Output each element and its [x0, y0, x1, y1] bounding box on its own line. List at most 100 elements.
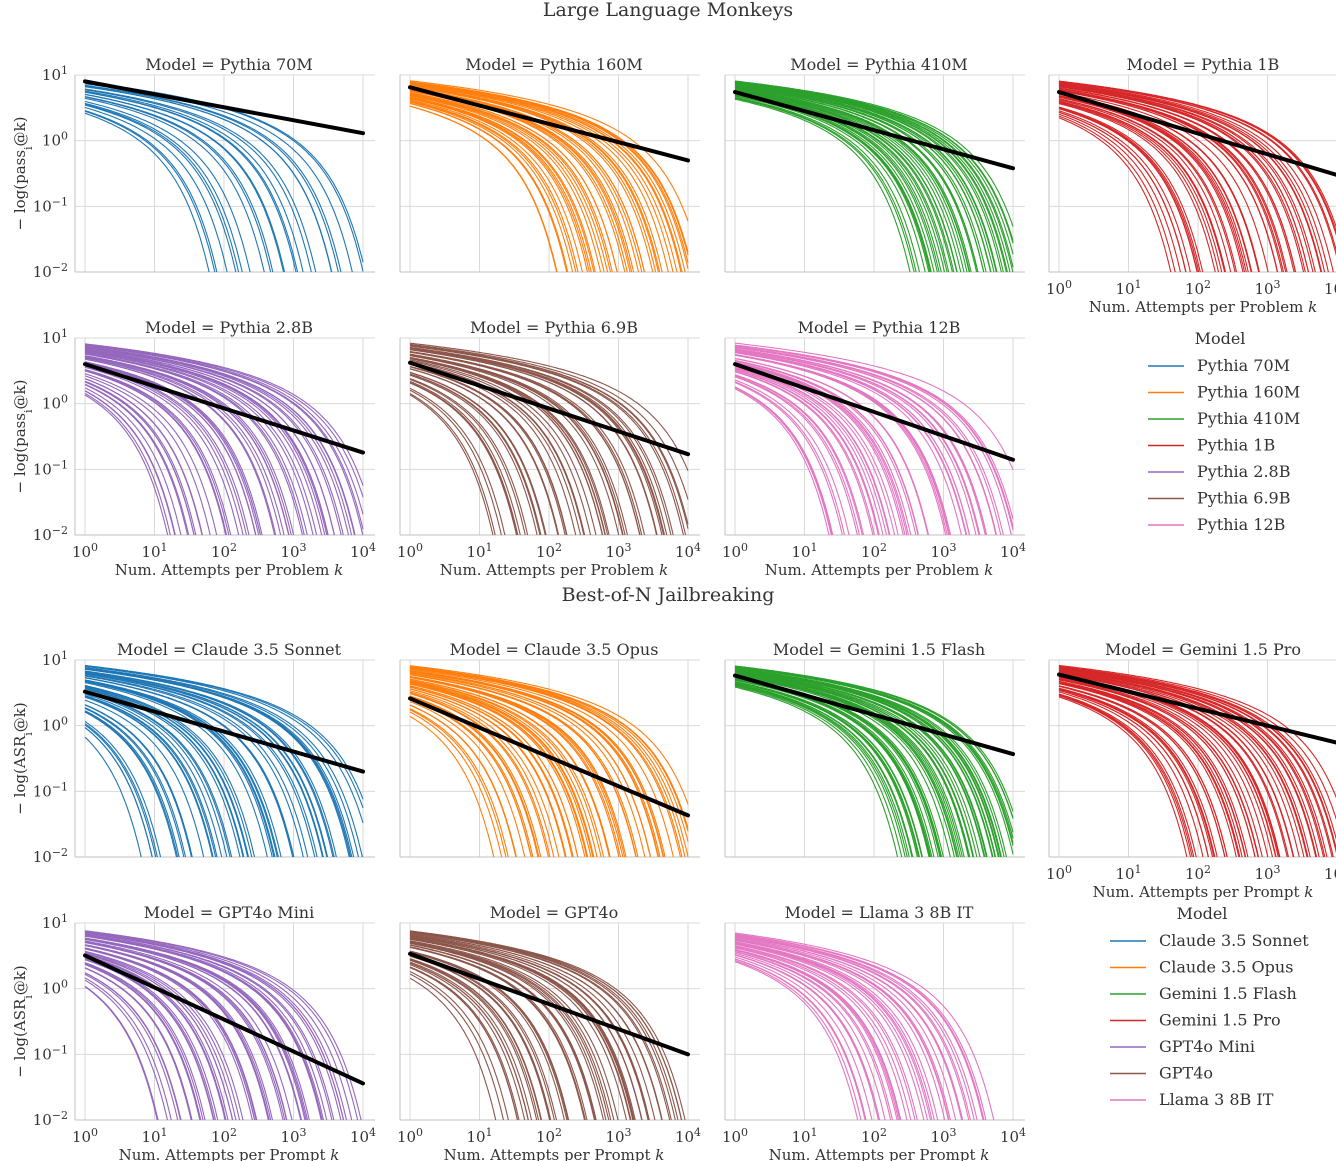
problem-curve	[409, 942, 605, 1120]
legend-entry-label: Pythia 70M	[1197, 356, 1290, 375]
problem-curve	[409, 355, 620, 535]
panel: Model = GPT4o Mini 101 100 10−1 10−2 − log(AS…	[11, 903, 376, 1161]
problem-curve	[409, 394, 494, 535]
y-tick-label: 10−1	[33, 195, 68, 216]
problem-curve	[734, 945, 918, 1120]
problem-curve	[84, 680, 276, 857]
problem-curve	[1058, 83, 1329, 272]
y-tick-label: 10−1	[33, 458, 68, 479]
problem-curve	[1058, 85, 1314, 272]
problem-curve	[409, 933, 663, 1120]
x-tick-label: 100	[1046, 863, 1072, 884]
problem-curve	[84, 677, 294, 857]
problem-curve	[409, 938, 627, 1120]
problem-curve	[734, 368, 884, 535]
problem-curve	[409, 678, 611, 857]
problem-curve	[409, 380, 521, 535]
problem-curve	[84, 673, 316, 857]
problem-curve	[84, 667, 359, 857]
problem-curve	[734, 367, 888, 535]
problem-curve	[84, 934, 333, 1120]
problem-curve	[1058, 117, 1172, 272]
panel: Model = Pythia 1B 100 101 102 103 104 Num. Att…	[1046, 55, 1336, 316]
x-tick-label: 104	[350, 541, 376, 562]
problem-curve	[409, 685, 579, 857]
problem-curve	[1058, 81, 1336, 257]
problem-curve	[1058, 92, 1269, 272]
problem-curve	[1058, 680, 1249, 857]
problem-curve	[84, 710, 180, 857]
problem-curve	[84, 344, 364, 515]
problem-curve	[734, 668, 999, 857]
problem-curve	[409, 344, 689, 529]
problem-curve	[409, 683, 586, 857]
problem-curve	[409, 971, 509, 1120]
problem-curve	[409, 704, 517, 857]
legend-entry-label: Claude 3.5 Sonnet	[1159, 931, 1309, 950]
problem-curve	[734, 352, 962, 535]
problem-curve	[84, 972, 182, 1120]
problem-curve	[734, 388, 830, 535]
problem-curve	[409, 377, 529, 535]
problem-curve	[84, 723, 158, 857]
y-tick-label: 101	[42, 649, 68, 670]
problem-curve	[409, 686, 574, 857]
problem-curve	[409, 97, 590, 272]
problem-curve	[409, 934, 656, 1120]
problem-curve	[734, 353, 952, 535]
x-tick-label: 100	[397, 1126, 423, 1147]
problem-curve	[409, 98, 588, 272]
problem-curve	[409, 92, 618, 272]
problem-curve	[409, 82, 683, 272]
problem-curve	[1058, 107, 1200, 272]
problem-curve	[1058, 99, 1232, 272]
problem-curve	[409, 393, 496, 535]
problem-curve	[84, 362, 257, 535]
panel-title: Model = Pythia 1B	[1127, 55, 1280, 74]
x-tick-label: 100	[397, 541, 423, 562]
legend-title: Model	[1195, 329, 1246, 348]
problem-curve	[84, 95, 274, 272]
problem-curve	[734, 370, 875, 535]
legend-entry-label: Pythia 12B	[1197, 515, 1285, 534]
x-tick-label: 104	[1324, 863, 1336, 884]
problem-curve	[734, 362, 906, 535]
problem-curve	[409, 676, 624, 857]
problem-curve	[84, 958, 216, 1120]
problem-curve	[409, 944, 596, 1120]
problem-curve	[84, 704, 192, 857]
problem-curve	[84, 347, 342, 535]
problem-curve	[84, 346, 350, 535]
chart-title: Large Language Monkeys	[543, 0, 793, 21]
problem-curve	[84, 97, 265, 272]
problem-curve	[409, 940, 619, 1120]
problem-curve	[1058, 682, 1240, 857]
legend: Model Pythia 70M Pythia 160M Pythia 410M Pyt…	[1148, 329, 1300, 534]
problem-curve	[84, 392, 171, 535]
problem-curve	[84, 670, 335, 857]
panel: Model = Claude 3.5 Sonnet 101 100 10−1 10−2 −…	[11, 640, 375, 866]
problem-curve	[409, 671, 652, 857]
problem-curve	[409, 368, 559, 535]
problem-curve	[84, 93, 286, 272]
x-tick-label: 104	[1324, 278, 1336, 299]
panel-title: Model = Pythia 70M	[145, 55, 312, 74]
problem-curve	[734, 672, 974, 857]
problem-curve	[734, 361, 912, 535]
problem-curve	[84, 384, 189, 535]
problem-curve	[409, 691, 555, 857]
power-law-fit-line	[408, 360, 690, 457]
problem-curve	[409, 85, 659, 272]
problem-curve	[84, 351, 314, 535]
problem-curve	[84, 695, 217, 857]
problem-curve	[409, 688, 566, 857]
problem-curve	[409, 94, 609, 272]
problem-curve	[1058, 683, 1237, 857]
problem-curve	[84, 935, 322, 1120]
problem-curve	[734, 369, 879, 535]
power-law-fit-line	[83, 362, 365, 455]
problem-curve	[84, 690, 233, 857]
x-tick-label: 102	[861, 541, 887, 562]
panel: Model = Pythia 410M	[724, 55, 1025, 273]
panel-title: Model = Claude 3.5 Sonnet	[117, 640, 342, 659]
